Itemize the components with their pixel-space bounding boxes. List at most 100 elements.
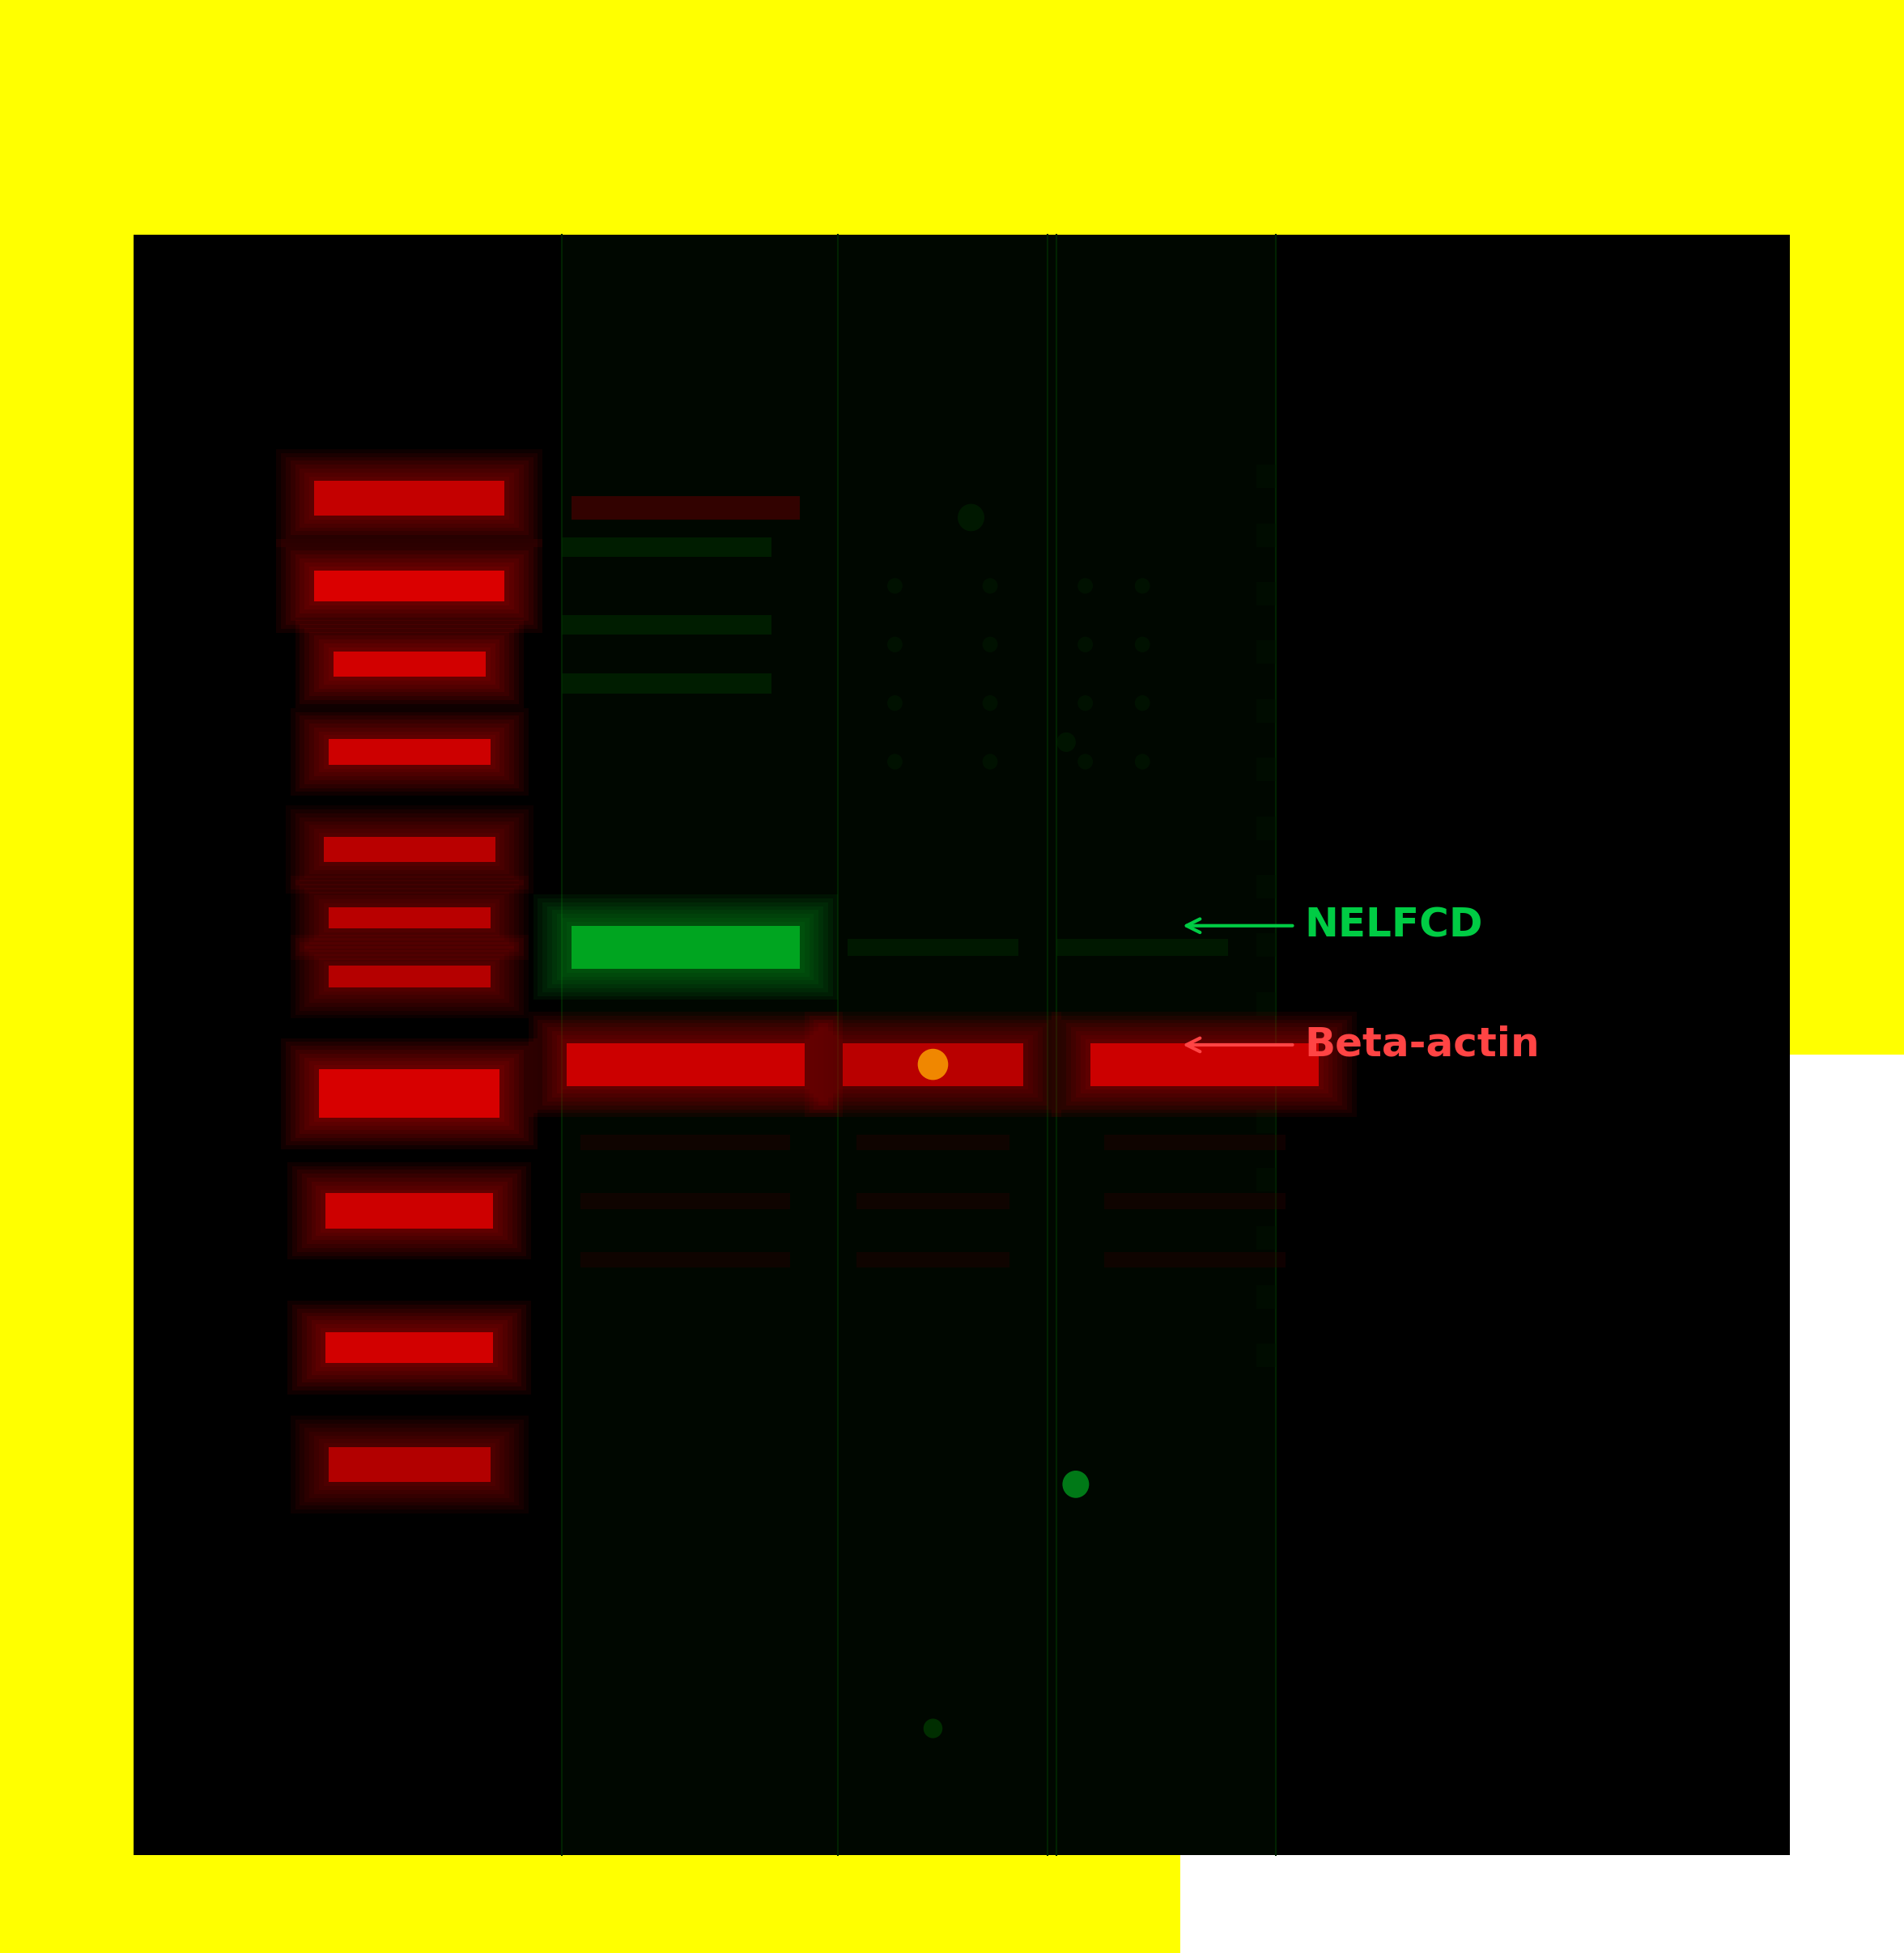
Bar bbox=[289, 1047, 527, 1141]
Bar bbox=[1257, 992, 1276, 1016]
Circle shape bbox=[1078, 578, 1093, 594]
Bar bbox=[326, 1193, 493, 1228]
Bar bbox=[857, 1252, 1009, 1267]
Bar bbox=[295, 621, 524, 707]
Circle shape bbox=[1078, 695, 1093, 711]
Bar bbox=[305, 562, 514, 609]
Bar bbox=[297, 1309, 522, 1387]
Bar bbox=[1180, 1055, 1904, 1953]
Bar bbox=[286, 805, 533, 894]
Bar bbox=[581, 1252, 790, 1267]
Bar bbox=[324, 1443, 495, 1486]
Bar bbox=[305, 719, 514, 783]
Bar bbox=[1257, 465, 1276, 488]
Bar bbox=[305, 1428, 514, 1502]
Bar bbox=[1081, 1035, 1329, 1094]
Bar bbox=[289, 707, 527, 797]
Bar bbox=[581, 1193, 790, 1209]
Bar bbox=[1076, 1031, 1333, 1098]
Bar bbox=[556, 914, 815, 980]
Bar bbox=[314, 830, 505, 871]
Bar bbox=[1057, 939, 1228, 955]
Bar bbox=[543, 902, 828, 992]
Circle shape bbox=[1057, 732, 1076, 752]
Bar bbox=[815, 1019, 1051, 1109]
Bar bbox=[276, 539, 543, 633]
Bar bbox=[562, 615, 771, 635]
Bar bbox=[295, 1420, 524, 1510]
Bar bbox=[308, 631, 508, 695]
Bar bbox=[305, 887, 514, 947]
Circle shape bbox=[982, 695, 998, 711]
Bar bbox=[838, 1039, 1028, 1090]
Text: Beta-actin: Beta-actin bbox=[1304, 1025, 1540, 1064]
Bar bbox=[324, 643, 495, 684]
Bar bbox=[286, 1043, 533, 1144]
Bar bbox=[1066, 1023, 1342, 1105]
Text: NELFCD: NELFCD bbox=[1304, 906, 1483, 945]
Circle shape bbox=[982, 578, 998, 594]
Bar bbox=[314, 955, 505, 1000]
Bar bbox=[280, 543, 537, 629]
Bar bbox=[301, 1312, 516, 1383]
Circle shape bbox=[923, 1719, 942, 1738]
Bar bbox=[316, 1185, 503, 1236]
Bar bbox=[301, 816, 518, 883]
Bar bbox=[295, 711, 524, 793]
Bar bbox=[548, 1027, 823, 1101]
Bar bbox=[1257, 699, 1276, 723]
Bar bbox=[288, 1301, 531, 1394]
Circle shape bbox=[982, 754, 998, 769]
Bar bbox=[1257, 1285, 1276, 1309]
Bar bbox=[307, 1316, 512, 1379]
Bar bbox=[318, 834, 499, 867]
Bar bbox=[565, 1043, 803, 1086]
Bar bbox=[543, 1023, 828, 1105]
Bar bbox=[562, 674, 771, 693]
Bar bbox=[301, 559, 518, 613]
Bar bbox=[1104, 1193, 1285, 1209]
Bar bbox=[1053, 1012, 1356, 1117]
Bar bbox=[314, 728, 505, 777]
Bar bbox=[318, 639, 499, 687]
Bar bbox=[308, 477, 508, 519]
Bar bbox=[133, 234, 1790, 1855]
Bar bbox=[301, 469, 518, 527]
Bar bbox=[565, 922, 803, 973]
Circle shape bbox=[1078, 637, 1093, 652]
Bar bbox=[295, 1051, 524, 1137]
Bar bbox=[834, 1035, 1032, 1094]
Bar bbox=[308, 951, 508, 1004]
Bar bbox=[327, 646, 491, 680]
Circle shape bbox=[887, 578, 902, 594]
Bar bbox=[552, 910, 819, 984]
Bar bbox=[312, 1182, 506, 1240]
Bar bbox=[803, 1012, 1062, 1117]
Bar bbox=[295, 939, 524, 1016]
Bar bbox=[318, 732, 499, 773]
Bar bbox=[293, 1166, 526, 1256]
Bar bbox=[297, 1170, 522, 1252]
Bar bbox=[288, 1162, 531, 1260]
Bar bbox=[562, 918, 809, 976]
Bar bbox=[1257, 1168, 1276, 1191]
Bar bbox=[324, 836, 495, 863]
Bar bbox=[571, 926, 800, 969]
Bar bbox=[1057, 1016, 1352, 1113]
Bar bbox=[562, 537, 771, 557]
Bar bbox=[324, 736, 495, 769]
Bar bbox=[333, 650, 486, 678]
Bar bbox=[320, 1189, 497, 1232]
Bar bbox=[327, 1447, 491, 1482]
Bar bbox=[295, 555, 524, 617]
Bar bbox=[308, 566, 508, 605]
Bar bbox=[857, 1193, 1009, 1209]
Bar bbox=[301, 1424, 518, 1506]
Bar bbox=[314, 480, 505, 516]
Bar bbox=[301, 943, 518, 1012]
Bar bbox=[562, 1039, 809, 1090]
Bar bbox=[857, 1135, 1009, 1150]
Circle shape bbox=[887, 754, 902, 769]
Bar bbox=[314, 570, 505, 602]
Bar bbox=[305, 627, 514, 699]
